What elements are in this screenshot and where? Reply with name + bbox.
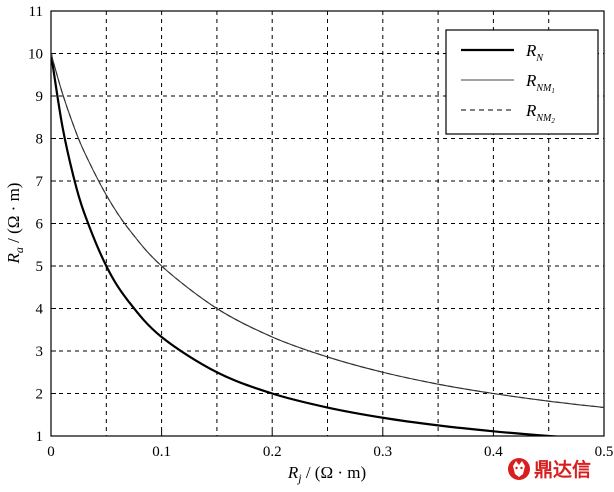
x-axis-label-unit: / (Ω · m) [302, 463, 367, 482]
y-axis-label: Ra / (Ω · m) [4, 183, 26, 265]
x-tick-label: 0.2 [263, 444, 282, 460]
y-tick-label: 3 [36, 344, 44, 360]
legend-label-rnm1-main: R [525, 71, 537, 90]
y-tick-label: 4 [36, 302, 44, 318]
y-tick-label: 10 [28, 47, 43, 63]
tick-layer: 0 0.1 0.2 0.3 0.4 0.5 1 2 3 4 5 6 7 8 9 10 11 [28, 4, 613, 460]
legend-label-rnm2: RNM2 [525, 101, 555, 125]
series-layer [51, 53, 604, 436]
series-line-rnm2 [51, 53, 604, 409]
y-tick-label: 9 [36, 89, 44, 105]
x-tick-label: 0.5 [595, 444, 614, 460]
legend-label-rn-sub: N [535, 53, 544, 64]
legend-box [445, 29, 599, 135]
legend-label-rnm1-subsub: 1 [551, 87, 555, 95]
x-tick-label: 0 [47, 444, 55, 460]
y-axis-label-sub: a [12, 247, 26, 253]
series-line-rn [51, 53, 564, 436]
y-axis-label-unit: / (Ω · m) [4, 183, 23, 248]
legend-label-rnm2-subsub: 2 [551, 117, 555, 125]
y-tick-label: 8 [36, 132, 44, 148]
watermark-text: 鼎达信 [534, 458, 591, 481]
y-tick-label: 1 [36, 429, 44, 445]
x-axis-label-main: R [287, 463, 299, 482]
y-tick-label: 5 [36, 259, 44, 275]
legend-label-rnm1: RNM1 [525, 71, 555, 95]
y-tick-label: 2 [36, 387, 44, 403]
legend-label-rnm2-sub: NM [535, 113, 552, 124]
x-tick-label: 0.3 [373, 444, 392, 460]
y-tick-label: 11 [29, 4, 43, 20]
fox-logo-icon [508, 458, 530, 480]
y-axis-label-main: R [4, 252, 23, 264]
x-tick-label: 0.4 [484, 444, 503, 460]
legend-label-rn: RN [525, 41, 544, 64]
x-axis-label: Rj / (Ω · m) [287, 463, 366, 485]
y-tick-label: 7 [36, 174, 44, 190]
x-tick-label: 0.1 [152, 444, 171, 460]
legend-label-rn-main: R [525, 41, 537, 60]
legend-label-rnm2-main: R [525, 101, 537, 120]
legend-label-rnm1-sub: NM [535, 83, 552, 94]
x-axis-label-sub: j [296, 471, 302, 485]
grid-layer [51, 11, 604, 436]
legend: RN RNM1 RNM2 [445, 29, 599, 135]
watermark: 鼎达信 [508, 458, 591, 481]
y-tick-label: 6 [36, 217, 44, 233]
